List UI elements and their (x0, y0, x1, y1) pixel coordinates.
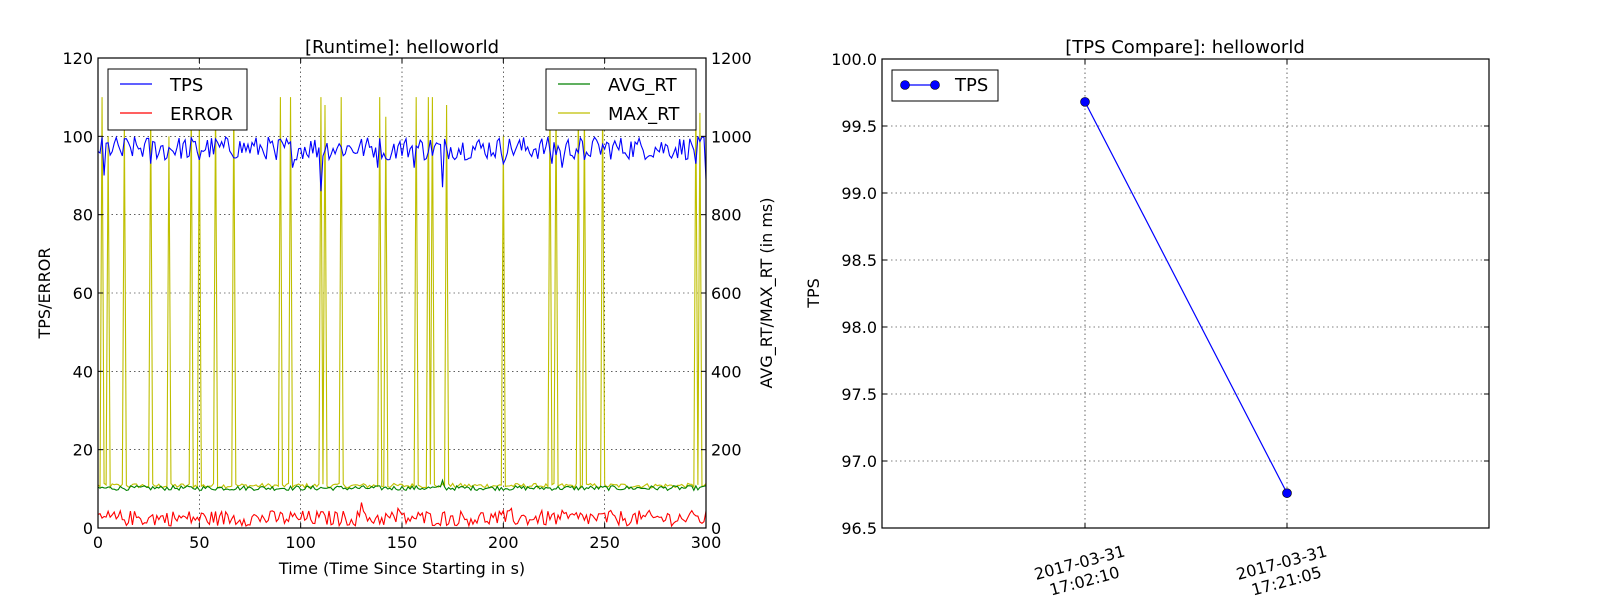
runtime-y-right-tick-label: 400 (711, 362, 742, 381)
runtime-x-tick-label: 250 (589, 533, 620, 552)
tps-compare-y-tick-label: 99.0 (841, 184, 877, 203)
tps-compare-series-line (1084, 101, 1288, 494)
legend-label-avg-rt: AVG_RT (608, 75, 678, 96)
runtime-chart-title: [Runtime]: helloworld (305, 37, 499, 58)
tps-compare-plot-frame (881, 58, 1490, 529)
runtime-y-right-tick-label: 1200 (711, 49, 752, 68)
legend-marker-tps-compare-b (930, 80, 940, 90)
runtime-y-tick-label: 60 (73, 284, 93, 303)
runtime-y-right-tick-label: 200 (711, 441, 742, 460)
tps-compare-chart: [TPS Compare]: helloworld 2017-03-3117:0… (804, 37, 1490, 600)
runtime-x-tick-label: 150 (387, 533, 418, 552)
runtime-y-ticks-right: 0 200 400 600 800 1000 1200 (701, 49, 752, 538)
runtime-x-tick-label: 100 (285, 533, 316, 552)
runtime-y-tick-label: 40 (73, 362, 93, 381)
tps-compare-series-group (1080, 97, 1292, 498)
runtime-series-tps (97, 135, 707, 192)
runtime-legend-left-box (107, 68, 248, 131)
runtime-y-right-tick-label: 800 (711, 206, 742, 225)
tps-compare-y-tick-label: 97.0 (841, 452, 877, 471)
tps-compare-y-ticks: 96.5 97.0 97.5 98.0 98.5 99.0 99.5 100.0 (831, 50, 1489, 538)
runtime-y-axis-label: TPS/ERROR (35, 247, 54, 339)
tps-compare-y-tick-label: 99.5 (841, 117, 877, 136)
runtime-legend-left: TPS ERROR (107, 68, 248, 131)
runtime-x-tick-label: 0 (93, 533, 103, 552)
runtime-y-right-tick-label: 1000 (711, 127, 752, 146)
tps-compare-point (1080, 97, 1090, 107)
tps-compare-y-tick-label: 100.0 (831, 50, 877, 69)
tps-compare-point (1282, 488, 1292, 498)
tps-compare-y-tick-label: 97.5 (841, 385, 877, 404)
tps-compare-y-tick-label: 98.5 (841, 251, 877, 270)
legend-marker-tps-compare-a (900, 80, 910, 90)
runtime-x-tick-label: 200 (488, 533, 519, 552)
runtime-series-error (97, 502, 707, 528)
runtime-chart: [Runtime]: helloworld 0 50 100 150 200 250 300… (35, 37, 777, 578)
runtime-y-ticks: 0 20 40 60 80 100 120 (62, 49, 103, 538)
runtime-y-tick-label: 120 (62, 49, 93, 68)
tps-compare-y-tick-label: 96.5 (841, 519, 877, 538)
runtime-x-tick-label: 300 (691, 533, 722, 552)
runtime-x-tick-label: 50 (189, 533, 209, 552)
tps-compare-legend: TPS (891, 69, 999, 102)
tps-compare-y-axis-label: TPS (804, 278, 823, 309)
runtime-x-axis-label: Time (Time Since Starting in s) (278, 559, 525, 578)
runtime-x-ticks: 0 50 100 150 200 250 300 (93, 58, 721, 552)
runtime-series-group (97, 97, 707, 528)
runtime-y-right-tick-label: 0 (711, 519, 721, 538)
legend-label-tps-compare: TPS (954, 75, 988, 96)
runtime-series-avg-rt (97, 478, 707, 492)
runtime-y-tick-label: 20 (73, 441, 93, 460)
runtime-legend-right: AVG_RT MAX_RT (545, 68, 697, 131)
runtime-y-tick-label: 0 (83, 519, 93, 538)
legend-label-error: ERROR (170, 104, 233, 125)
legend-label-tps: TPS (169, 75, 203, 96)
runtime-y-tick-label: 100 (62, 127, 93, 146)
legend-label-max-rt: MAX_RT (608, 104, 680, 125)
runtime-y-right-tick-label: 600 (711, 284, 742, 303)
tps-compare-grid (882, 59, 1489, 528)
runtime-y-tick-label: 80 (73, 206, 93, 225)
tps-compare-title: [TPS Compare]: helloworld (1065, 37, 1305, 58)
tps-compare-y-tick-label: 98.0 (841, 318, 877, 337)
runtime-legend-right-box (545, 68, 697, 131)
runtime-y-axis-label-right: AVG_RT/MAX_RT (in ms) (757, 198, 777, 389)
